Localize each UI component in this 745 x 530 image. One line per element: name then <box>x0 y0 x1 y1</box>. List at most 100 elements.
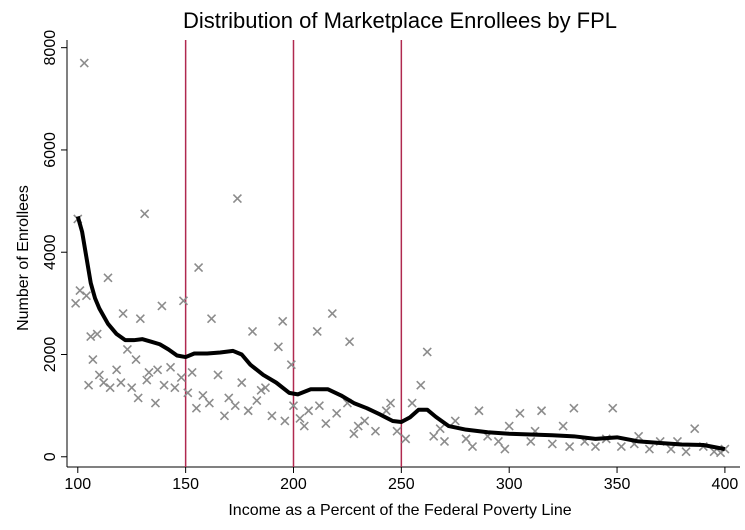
x-axis-label: Income as a Percent of the Federal Pover… <box>228 502 571 519</box>
y-tick-label: 0 <box>42 452 59 461</box>
scatter-point <box>321 418 331 429</box>
scatter-point <box>219 411 230 421</box>
scatter-point <box>183 388 193 398</box>
scatter-point <box>194 262 204 273</box>
scatter-point <box>105 383 115 393</box>
scatter-point <box>616 441 626 452</box>
scatter-point <box>140 209 150 219</box>
scatter-point <box>332 408 342 418</box>
scatter-point <box>558 421 568 431</box>
scatter-point <box>416 380 426 390</box>
scatter-point <box>288 401 299 411</box>
scatter-point <box>515 408 525 418</box>
scatter-point <box>536 406 547 416</box>
smoothed-line <box>75 215 726 452</box>
scatter-point <box>422 347 432 357</box>
scatter-point <box>666 444 676 454</box>
scatter-point <box>429 431 439 441</box>
scatter-point <box>349 429 359 439</box>
scatter-point <box>122 344 132 354</box>
scatter-point <box>407 398 417 408</box>
scatter-point <box>286 360 296 370</box>
scatter-point <box>81 291 91 301</box>
scatter-point <box>230 401 240 411</box>
scatter-point <box>232 193 242 204</box>
scatter-point <box>327 309 337 319</box>
scatter-point <box>88 355 98 365</box>
y-tick-label: 2000 <box>42 337 59 373</box>
scatter-point <box>267 411 277 421</box>
scatter-point <box>247 326 258 337</box>
scatter-point <box>178 296 189 306</box>
scatter-point <box>565 441 575 452</box>
scatter-point <box>133 393 143 403</box>
scatter-point <box>165 362 176 372</box>
scatter-point <box>504 421 514 431</box>
scatter-point <box>401 434 411 444</box>
scatter-point <box>312 326 322 337</box>
scatter-point <box>191 403 201 413</box>
scatter-point <box>127 383 137 393</box>
scatter-point <box>94 370 104 380</box>
scatter-point <box>243 406 253 416</box>
scatter-point <box>608 403 618 413</box>
chart-title: Distribution of Marketplace Enrollees by… <box>183 8 617 33</box>
scatter-point <box>644 444 654 454</box>
scatter-point <box>381 406 391 416</box>
scatter-point <box>176 372 186 383</box>
y-tick-label: 6000 <box>42 132 59 168</box>
scatter-point <box>360 416 370 426</box>
scatter-point <box>153 365 163 375</box>
scatter-point <box>131 355 141 365</box>
scatter-point <box>79 58 89 68</box>
scatter-point <box>280 416 290 426</box>
scatter-point <box>213 370 223 380</box>
scatter-point <box>304 406 314 416</box>
scatter-point <box>385 398 396 408</box>
scatter-point <box>690 424 700 434</box>
scatter-point <box>144 367 154 377</box>
scatter-point <box>493 436 503 446</box>
scatter-point <box>392 426 402 436</box>
scatter-point <box>370 426 381 436</box>
scatter-point <box>170 383 180 393</box>
scatter-point <box>681 447 691 457</box>
y-axis-label: Number of Enrollees <box>15 185 32 331</box>
x-tick-label: 200 <box>280 476 307 493</box>
scatter-point <box>314 401 324 411</box>
scatter-point <box>500 444 510 454</box>
scatter-point <box>345 337 355 347</box>
scatter-point <box>547 439 557 449</box>
scatter-point <box>256 385 266 395</box>
scatter-point <box>206 314 217 324</box>
scatter-point <box>435 424 445 434</box>
scatter-point <box>295 413 305 423</box>
y-tick-label: 8000 <box>42 30 59 66</box>
scatter-point <box>75 286 85 296</box>
scatter-point <box>103 273 113 283</box>
scatter-point <box>461 434 471 444</box>
scatter-point <box>224 393 234 403</box>
scatter-point <box>71 298 81 308</box>
scatter-point <box>526 436 536 446</box>
scatter-point <box>135 314 145 324</box>
scatter-point <box>237 378 247 388</box>
scatter-point <box>439 436 450 446</box>
x-tick-label: 400 <box>712 476 739 493</box>
scatter-point <box>204 398 214 408</box>
scatter-point <box>467 441 478 452</box>
scatter-point <box>84 380 94 390</box>
scatter-point <box>159 380 169 390</box>
scatter-point <box>590 441 601 452</box>
scatter-point <box>569 403 579 413</box>
scatter-point <box>142 375 152 385</box>
scatter-point <box>474 406 484 416</box>
scatter-point <box>99 378 109 388</box>
x-tick-label: 300 <box>496 476 523 493</box>
scatter-point <box>86 332 96 342</box>
scatter-point <box>150 398 161 408</box>
scatter-point <box>252 395 262 406</box>
x-tick-label: 150 <box>172 476 199 493</box>
scatter-point <box>278 316 288 326</box>
scatter-point <box>353 421 363 431</box>
